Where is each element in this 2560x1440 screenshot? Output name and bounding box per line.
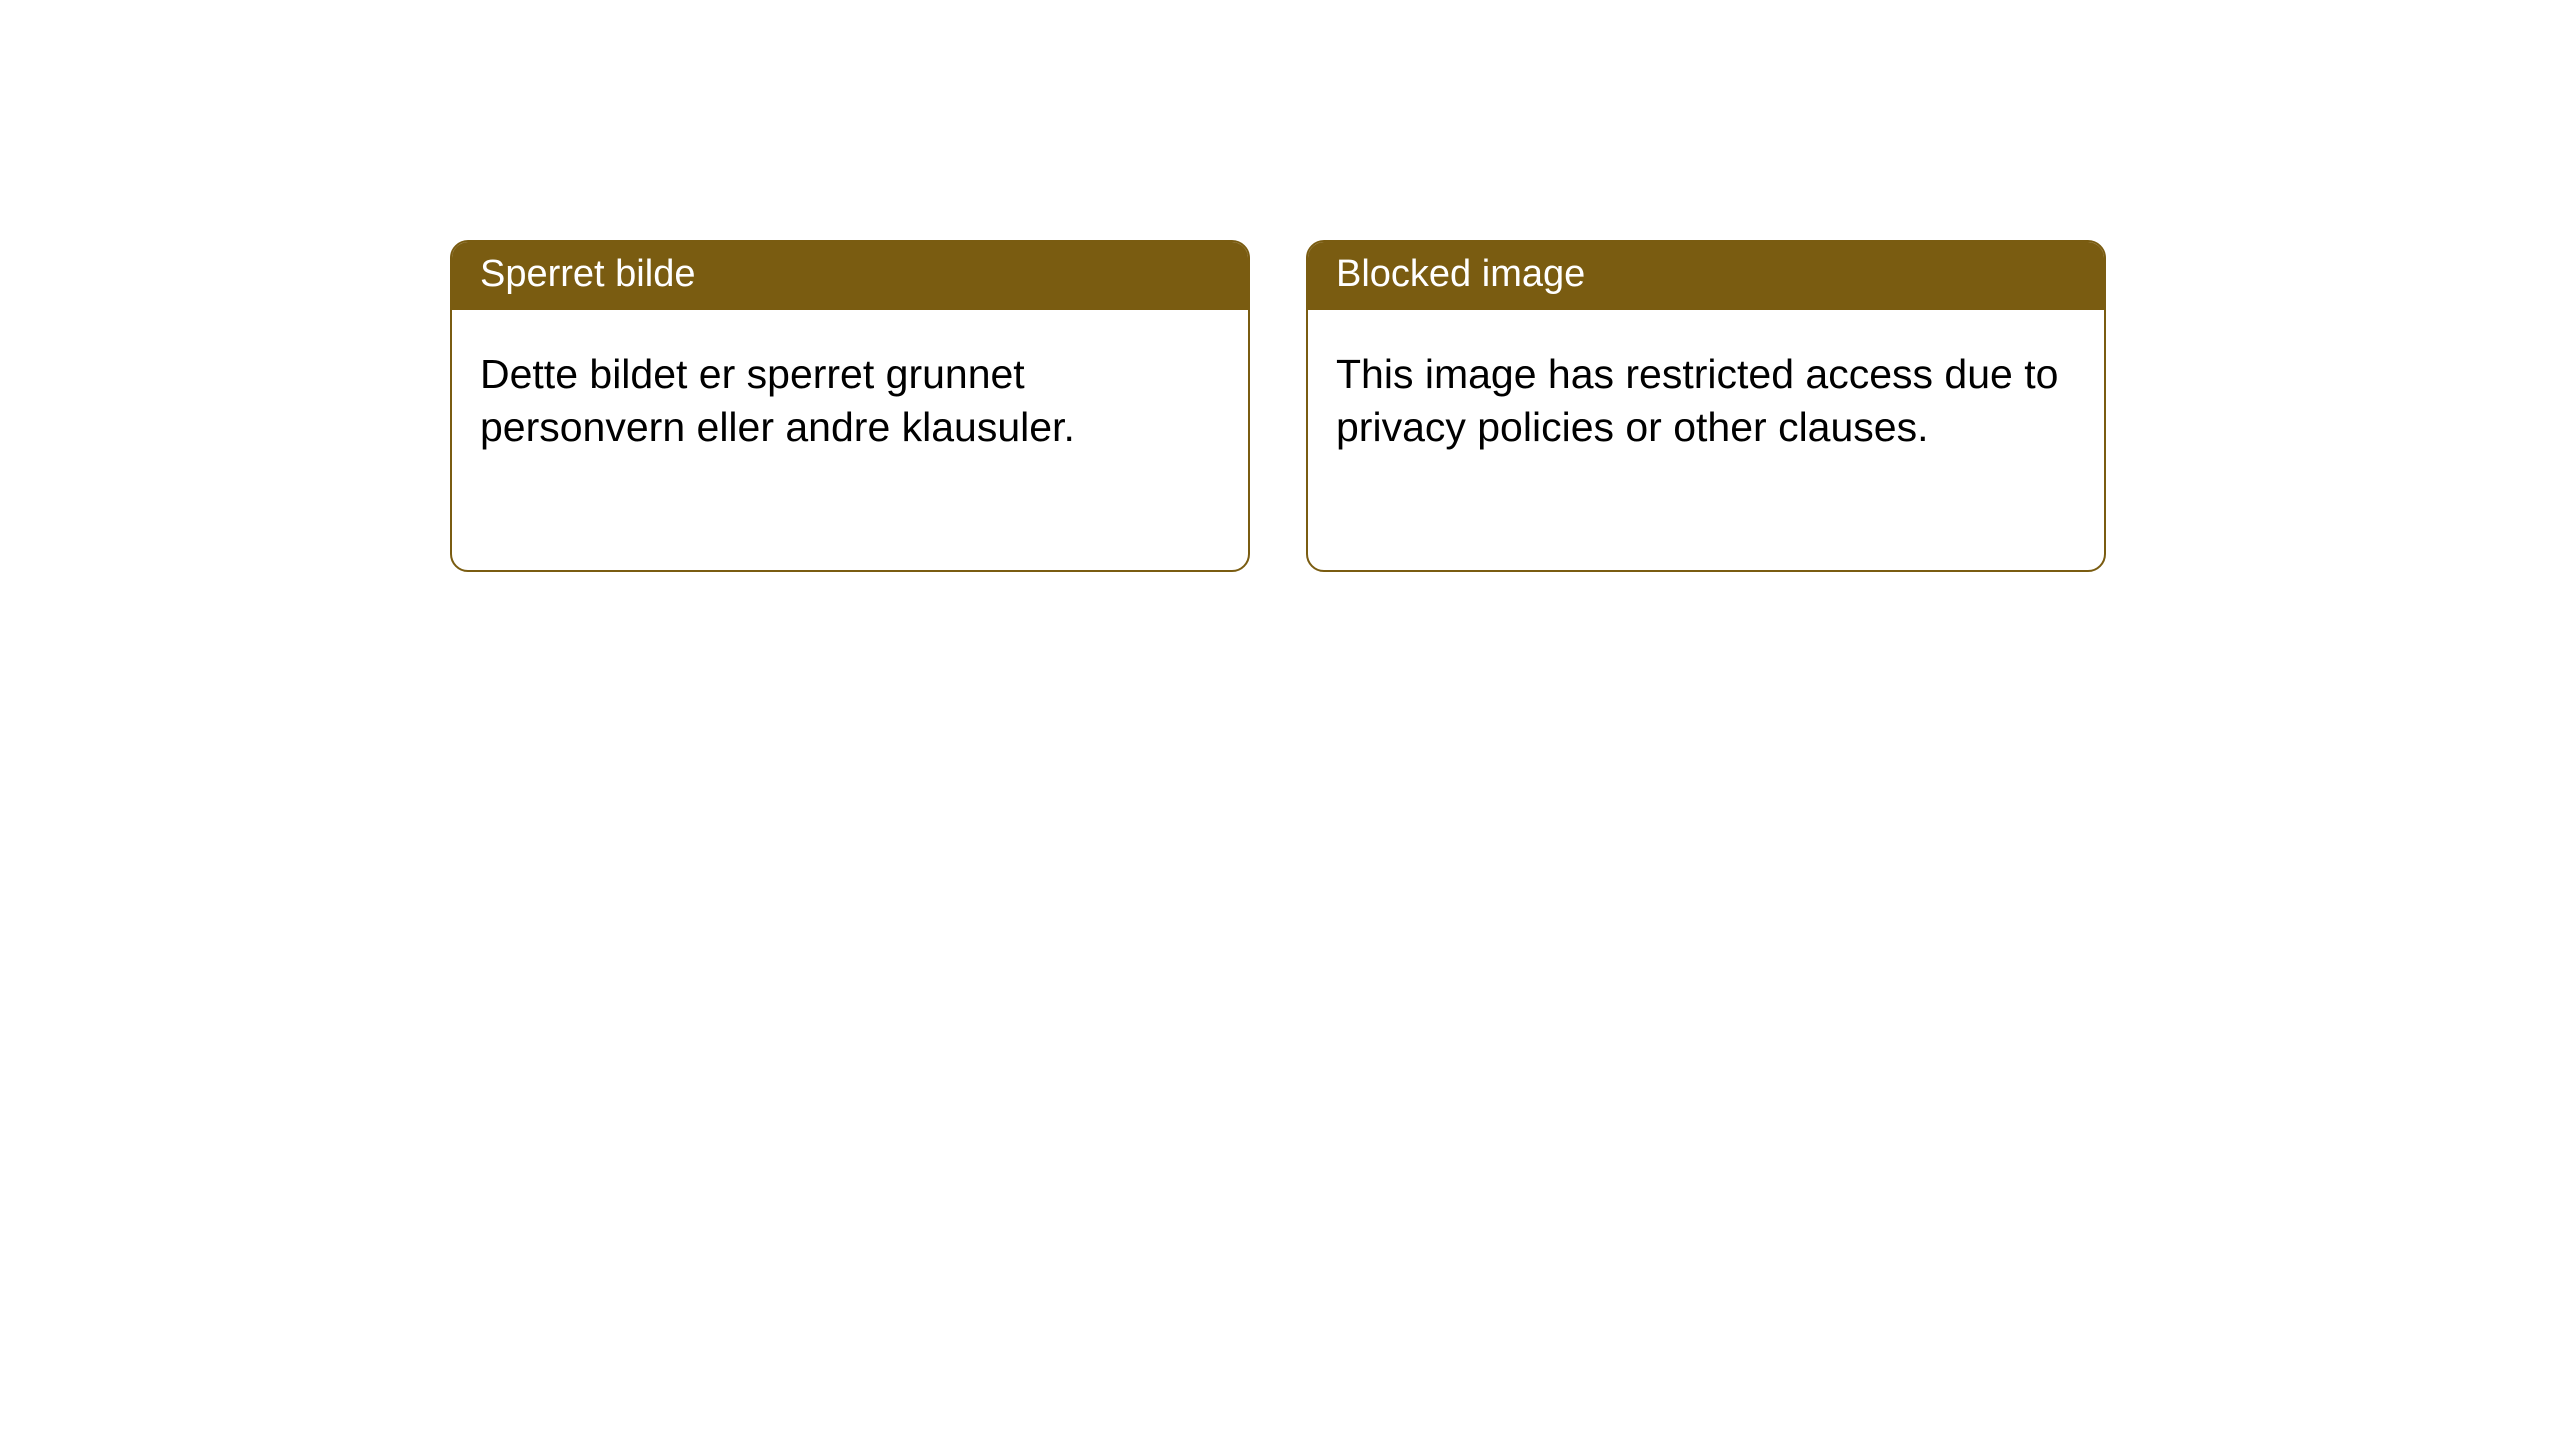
notice-card-title: Sperret bilde (480, 253, 695, 295)
notice-card-body: This image has restricted access due to … (1308, 310, 2104, 483)
notice-card-body: Dette bildet er sperret grunnet personve… (452, 310, 1248, 483)
notice-cards-container: Sperret bilde Dette bildet er sperret gr… (0, 0, 2560, 572)
notice-card-norwegian: Sperret bilde Dette bildet er sperret gr… (450, 240, 1250, 572)
notice-card-title: Blocked image (1336, 253, 1585, 295)
notice-card-english: Blocked image This image has restricted … (1306, 240, 2106, 572)
notice-card-text: Dette bildet er sperret grunnet personve… (480, 351, 1075, 450)
notice-card-header: Sperret bilde (452, 242, 1248, 310)
notice-card-text: This image has restricted access due to … (1336, 351, 2058, 450)
notice-card-header: Blocked image (1308, 242, 2104, 310)
